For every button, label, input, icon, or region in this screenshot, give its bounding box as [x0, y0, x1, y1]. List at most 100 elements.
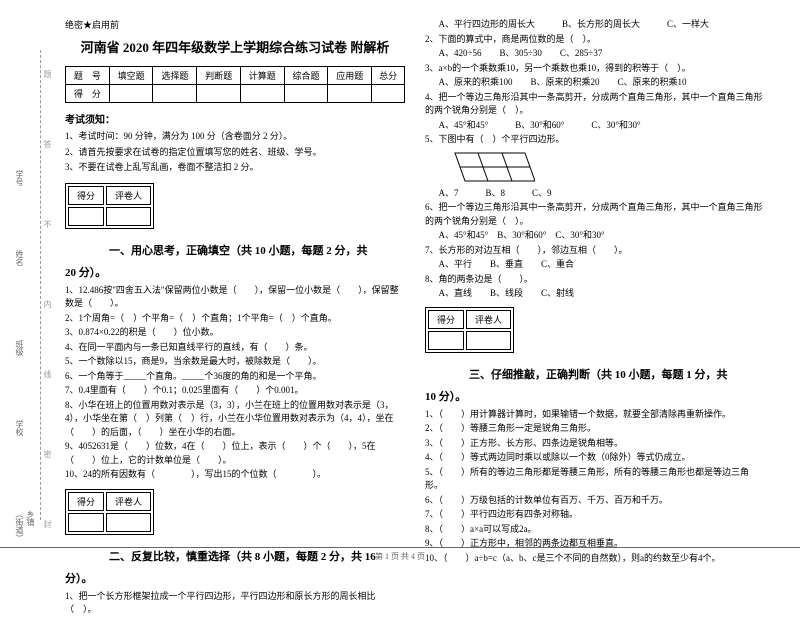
section-1-title: 一、用心思考，正确填空（共 10 小题，每题 2 分，共 — [65, 242, 405, 258]
binding-mark: 密 — [42, 450, 53, 458]
binding-mark: 封 — [42, 520, 53, 528]
th: 选择题 — [153, 67, 197, 85]
td — [197, 85, 241, 103]
binding-mark: 题 — [42, 70, 53, 78]
options: A、45°和45° B、30°和60° C、30°和30° — [439, 119, 766, 133]
td — [106, 513, 151, 532]
question: 9、4052631是（ ）位数，4在（ ）位上，表示（ ）个（ ），5在（ ）位… — [65, 440, 405, 467]
options: A、420÷56 B、305÷30 C、285÷37 — [439, 47, 766, 61]
question: 6、（ ）万级包括的计数单位有百万、千万、百万和千万。 — [425, 494, 765, 508]
page-container: 绝密★启用前 河南省 2020 年四年级数学上学期综合练习试卷 附解析 题 号 … — [0, 0, 800, 555]
td — [109, 85, 153, 103]
diagram-svg — [445, 151, 535, 183]
th: 综合题 — [284, 67, 328, 85]
question: 7、长方形的对边互相（ ），邻边互相（ ）。 — [425, 244, 765, 258]
td — [372, 85, 405, 103]
th: 题 号 — [66, 67, 110, 85]
question: 2、（ ）等腰三角形一定是锐角三角形。 — [425, 422, 765, 436]
question: 5、下图中有（ ）个平行四边形。 — [425, 133, 765, 147]
binding-field-name: 姓名 — [14, 250, 25, 266]
question: 3、0.874×0.22的积是（ ）位小数。 — [65, 326, 405, 340]
grader-label: 评卷人 — [106, 492, 151, 511]
options: A、7 B、8 C、9 — [439, 187, 766, 201]
question: 5、（ ）所有的等边三角形都是等腰三角形，所有的等腰三角形也都是等边三角形。 — [425, 466, 765, 493]
notice-item: 2、请首先按要求在试卷的指定位置填写您的姓名、班级、学号。 — [65, 146, 405, 159]
th: 总分 — [372, 67, 405, 85]
footer-rule — [0, 547, 800, 548]
left-column: 绝密★启用前 河南省 2020 年四年级数学上学期综合练习试卷 附解析 题 号 … — [55, 18, 415, 547]
question: 1、（ ）用计算器计算时，如果输错一个数据，就要全部清除再重新操作。 — [425, 408, 765, 422]
question: 4、在同一平面内与一条已知直线平行的直线，有（ ）条。 — [65, 341, 405, 355]
th: 应用题 — [328, 67, 372, 85]
td — [466, 331, 511, 350]
grader-label: 评卷人 — [466, 310, 511, 329]
question: 2、下面的算式中，商是两位数的是（ ）。 — [425, 33, 765, 47]
binding-field-school: 学校 — [14, 420, 25, 436]
section-3-title: 三、仔细推敲，正确判断（共 10 小题，每题 1 分，共 — [425, 366, 765, 382]
grader-box: 得分评卷人 — [65, 183, 154, 229]
binding-field-id: 学号 — [14, 170, 25, 186]
section-2-suffix: 分）。 — [65, 570, 405, 586]
page-number: 第 1 页 共 4 页 — [375, 552, 425, 561]
binding-field-class: 班级 — [14, 340, 25, 356]
binding-mark: 线 — [42, 370, 53, 378]
question: 7、（ ）平行四边形有四条对称轴。 — [425, 508, 765, 522]
td — [153, 85, 197, 103]
notice-item: 1、考试时间：90 分钟，满分为 100 分（含卷面分 2 分）。 — [65, 130, 405, 143]
th: 填空题 — [109, 67, 153, 85]
exam-title: 河南省 2020 年四年级数学上学期综合练习试卷 附解析 — [65, 37, 405, 56]
score-summary-table: 题 号 填空题 选择题 判断题 计算题 综合题 应用题 总分 得 分 — [65, 66, 405, 103]
question: 1、把一个长方形框架拉成一个平行四边形，平行四边形和原长方形的周长相比（ ）。 — [65, 590, 405, 617]
options: A、原来的积乘100 B、原来的积乘20 C、原来的积乘10 — [439, 76, 766, 90]
grader-label: 评卷人 — [106, 186, 151, 205]
options: A、直线 B、线段 C、射线 — [439, 287, 766, 301]
td — [68, 207, 104, 226]
question: 3、a×b的一个乘数乘10，另一个乘数也乘10，得到的积等于（ ）。 — [425, 62, 765, 76]
options: A、45°和45° B、30°和60° C、30°和30° — [439, 229, 766, 243]
question: 7、0.4里面有（ ）个0.1；0.025里面有（ ）个0.001。 — [65, 384, 405, 398]
question: 6、一个角等于_____个直角。_____个36度的角的和是一个平角。 — [65, 370, 405, 384]
question: 6、把一个等边三角形沿其中一条高剪开，分成两个直角三角形，其中一个直角三角形的两… — [425, 201, 765, 228]
question: 10、24的所有因数有（ ），写出15的个位数（ ）。 — [65, 468, 405, 482]
notice-item: 3、不要在试卷上乱写乱画，卷面不整洁扣 2 分。 — [65, 161, 405, 174]
td — [428, 331, 464, 350]
th: 计算题 — [240, 67, 284, 85]
section-1-suffix: 20 分）。 — [65, 264, 405, 280]
binding-mark: 内 — [42, 300, 53, 308]
options: A、平行四边形的周长大 B、长方形的周长大 C、一样大 — [439, 18, 766, 32]
binding-mark: 不 — [42, 220, 53, 228]
question: 2、1个周角=（ ）个平角=（ ）个直角；1个平角=（ ）个直角。 — [65, 312, 405, 326]
question: 8、（ ）a×a可以写成2a。 — [425, 523, 765, 537]
notice-title: 考试须知： — [65, 111, 405, 126]
question: 5、一个数除以15，商是9，当余数是最大时，被除数是（ ）。 — [65, 355, 405, 369]
score-label: 得分 — [68, 492, 104, 511]
score-label: 得分 — [428, 310, 464, 329]
td — [106, 207, 151, 226]
grader-box: 得分评卷人 — [65, 489, 154, 535]
question: 8、小华在班上的位置用数对表示是（3，3），小兰在班上的位置用数对表示是（3，4… — [65, 399, 405, 440]
table-row: 题 号 填空题 选择题 判断题 计算题 综合题 应用题 总分 — [66, 67, 405, 85]
td — [284, 85, 328, 103]
score-label: 得分 — [68, 186, 104, 205]
question: 1、12.486按"四舍五入法"保留两位小数是（ ），保留一位小数是（ ），保留… — [65, 284, 405, 311]
page-footer: 第 1 页 共 4 页 — [0, 544, 800, 562]
binding-field-township: 乡镇（街道） — [14, 510, 36, 540]
grader-box: 得分评卷人 — [425, 307, 514, 353]
options: A、平行 B、垂直 C、重合 — [439, 258, 766, 272]
question: 4、（ ）等式两边同时乘以或除以一个数（0除外）等式仍成立。 — [425, 451, 765, 465]
td — [328, 85, 372, 103]
question: 4、把一个等边三角形沿其中一条高剪开，分成两个直角三角形，其中一个直角三角形的两… — [425, 91, 765, 118]
table-row: 得 分 — [66, 85, 405, 103]
th: 判断题 — [197, 67, 241, 85]
td — [68, 513, 104, 532]
right-column: A、平行四边形的周长大 B、长方形的周长大 C、一样大 2、下面的算式中，商是两… — [415, 18, 775, 547]
secret-label: 绝密★启用前 — [65, 18, 405, 31]
question: 8、角的两条边是（ ）。 — [425, 273, 765, 287]
binding-dashed-line — [40, 50, 41, 520]
binding-margin: 乡镇（街道） 学校 班级 姓名 学号 封 密 线 内 不 答 题 — [12, 20, 47, 540]
section-3-suffix: 10 分）。 — [425, 388, 765, 404]
td: 得 分 — [66, 85, 110, 103]
parallelogram-diagram — [445, 151, 765, 183]
td — [240, 85, 284, 103]
binding-mark: 答 — [42, 140, 53, 148]
